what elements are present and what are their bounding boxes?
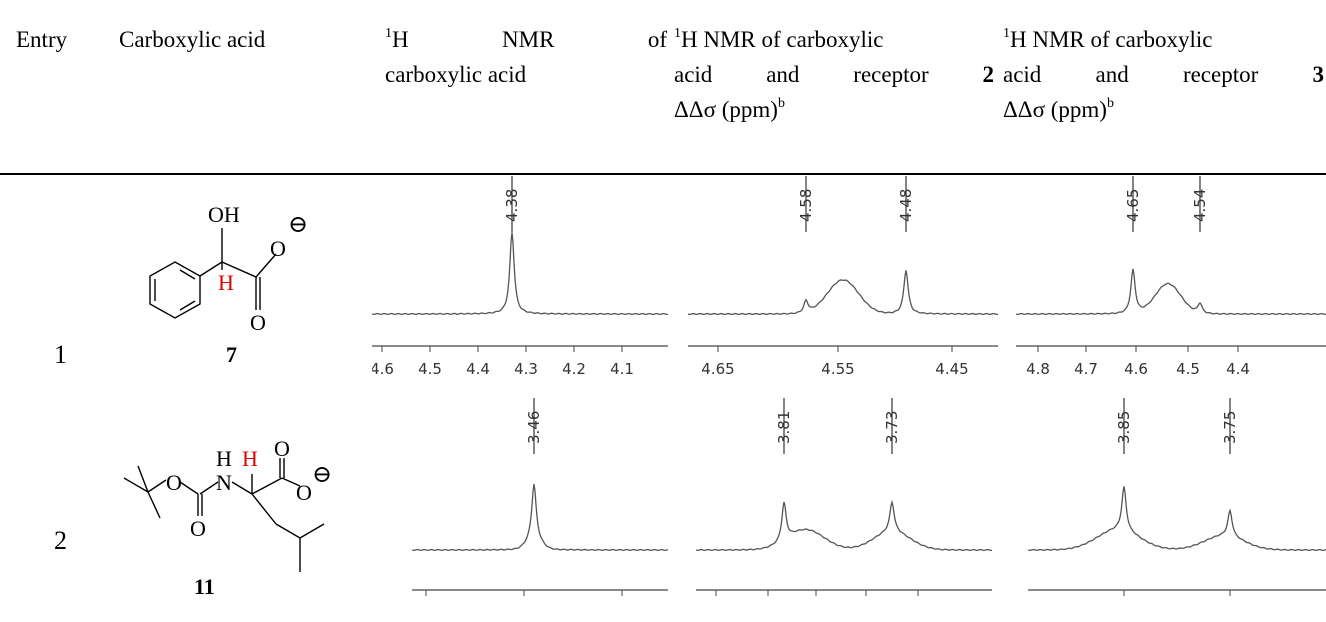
peak-label: 3.85: [1115, 411, 1133, 444]
spectrum-trace: [1016, 268, 1326, 316]
spectrum-trace: [696, 499, 992, 552]
structure-compound-11: O O N H H O O ⊖ 11: [123, 436, 332, 599]
spectrum-entry-2-acid: 3.6 3.5 3.4 3.46: [412, 398, 668, 606]
atom-o-carboxylate: O: [296, 480, 312, 505]
axis-tick-label: 3.75: [1213, 604, 1246, 606]
axis-tick-label: 3.4: [610, 604, 634, 606]
spectrum-entry-1-receptor-2: 4.65 4.55 4.45 4.58 4.48: [688, 176, 998, 378]
atom-h-highlight: H: [218, 270, 234, 295]
entry-2-number: 2: [54, 526, 67, 555]
axis-tick-label: 3.6: [414, 604, 438, 606]
axis-tick-label: 4.4: [1226, 360, 1250, 378]
spectrum-trace: [372, 232, 668, 316]
peak-label: 4.65: [1124, 189, 1142, 222]
axis-tick-label: 4.55: [821, 360, 854, 378]
axis-tick-label: 3.70: [849, 604, 882, 606]
axis-tick-label: 4.8: [1026, 360, 1050, 378]
axis-tick-label: 3.85: [1107, 604, 1140, 606]
spectrum-trace: [412, 483, 668, 552]
axis-tick-label: 4.1: [610, 360, 634, 378]
header-nmr-receptor-3: 1H NMR of carboxylic acid and receptor 3 ΔΔ…: [1003, 26, 1324, 123]
peak-label: 3.73: [883, 411, 901, 444]
header-entry-label: Entry: [16, 27, 68, 52]
spectrum-trace: [1028, 486, 1326, 552]
entry-1-number: 1: [54, 340, 67, 369]
spectrum-entry-2-receptor-2: 3.85 3.80 3.75 3.70 3.6 3.81 3.73: [696, 398, 992, 606]
peak-label: 4.54: [1191, 189, 1209, 222]
charge-minus-icon: ⊖: [288, 212, 308, 238]
header-nmr-acid-line2: carboxylic acid: [385, 62, 527, 87]
spectrum-entry-1-acid: 4.6 4.5 4.4 4.3 4.2 4.1 4.38: [372, 176, 668, 378]
axis-tick-label: 3.80: [751, 604, 784, 606]
axis-tick-label: 4.5: [1176, 360, 1200, 378]
header-nmr-acid-line1: 1H NMR of: [385, 26, 667, 53]
header-divider: [0, 173, 1326, 175]
atom-o-carbonyl: O: [250, 310, 266, 335]
axis-tick-label: 3.85: [699, 604, 732, 606]
header-acid-label: Carboxylic acid: [119, 27, 266, 52]
axis-tick-label: 4.2: [562, 360, 586, 378]
atom-oh: OH: [208, 202, 240, 227]
compound-number-11: 11: [194, 574, 215, 599]
header-nmr-acid: 1H NMR of carboxylic acid: [385, 22, 667, 92]
atom-o-carbamate: O: [190, 516, 206, 541]
axis-tick-label: 3.6: [906, 604, 930, 606]
spectrum-entry-1-receptor-3: 4.8 4.7 4.6 4.5 4.4 4.65 4.54: [1016, 176, 1326, 378]
spectrum-entry-2-receptor-3: 3.85 3.75 3.85 3.75: [1028, 398, 1326, 606]
peak-label: 3.75: [1221, 411, 1239, 444]
spectrum-trace: [688, 270, 998, 316]
peak-label: 4.58: [797, 189, 815, 222]
header-entry: Entry: [16, 22, 67, 57]
atom-nh: H: [216, 446, 232, 471]
axis-tick-label: 4.6: [1124, 360, 1148, 378]
axis-tick-label: 4.6: [372, 360, 394, 378]
axis-tick-label: 4.45: [935, 360, 968, 378]
axis-tick-label: 3.75: [799, 604, 832, 606]
header-nmr-receptor-2: 1H NMR of carboxylic acid and receptor 2 ΔΔ…: [674, 26, 994, 123]
atom-o-ether: O: [166, 470, 182, 495]
structure-compound-7: OH H O O ⊖ 7: [149, 202, 308, 367]
atom-h-highlight: H: [242, 446, 258, 471]
axis-tick-label: 4.3: [514, 360, 538, 378]
peak-label: 3.81: [775, 411, 793, 444]
peak-label: 4.38: [503, 189, 521, 222]
axis-tick-label: 3.5: [512, 604, 536, 606]
axis-tick-label: 4.5: [418, 360, 442, 378]
peak-label: 4.48: [897, 189, 915, 222]
axis-tick-label: 4.65: [701, 360, 734, 378]
charge-minus-icon: ⊖: [312, 462, 332, 488]
axis-tick-label: 4.7: [1074, 360, 1098, 378]
header-carboxylic-acid: Carboxylic acid: [119, 22, 265, 57]
atom-o-carbonyl: O: [274, 436, 290, 461]
peak-label: 3.46: [525, 411, 543, 444]
atom-o-carboxylate: O: [270, 236, 286, 261]
atom-n: N: [216, 470, 232, 495]
compound-number-7: 7: [226, 342, 237, 367]
axis-tick-label: 4.4: [466, 360, 490, 378]
